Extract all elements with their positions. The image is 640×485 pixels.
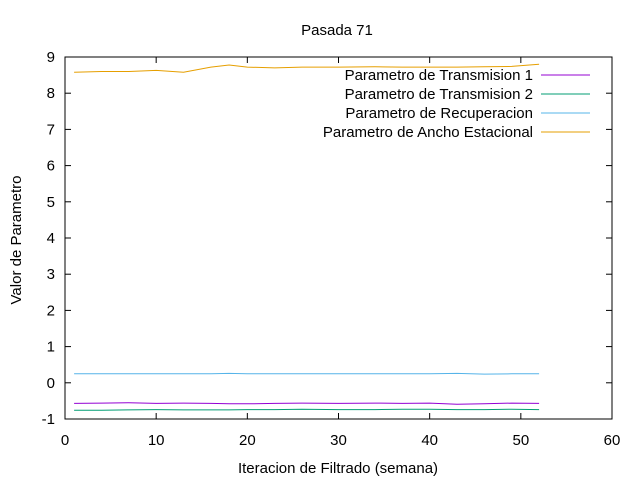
y-tick-label: 4	[47, 230, 55, 247]
y-axis-label: Valor de Parametro	[8, 176, 25, 305]
series-line-3	[74, 372, 540, 375]
series-line-4	[74, 63, 540, 73]
y-tick-label: 8	[47, 85, 55, 102]
x-tick-label: 10	[148, 432, 165, 449]
legend-label-1: Parametro de Transmision 1	[345, 67, 533, 84]
series-line-1	[74, 402, 540, 405]
x-tick-label: 50	[512, 432, 529, 449]
x-tick-label: 60	[604, 432, 621, 449]
x-axis-label: Iteracion de Filtrado (semana)	[238, 460, 438, 477]
legend-label-2: Parametro de Transmision 2	[345, 86, 533, 103]
y-tick-label: 0	[47, 375, 55, 392]
legend-label-3: Parametro de Recuperacion	[345, 105, 533, 122]
y-tick-label: 5	[47, 194, 55, 211]
chart-title: Pasada 71	[301, 22, 373, 39]
y-tick-label: 1	[47, 339, 55, 356]
x-tick-label: 0	[61, 432, 69, 449]
plot-frame	[64, 56, 613, 420]
y-tick-label: 6	[47, 158, 55, 175]
y-tick-label: 2	[47, 302, 55, 319]
series-line-2	[74, 408, 540, 411]
x-tick-label: 20	[239, 432, 256, 449]
y-tick-label: 7	[47, 121, 55, 138]
y-tick-label: 9	[47, 49, 55, 66]
legend-label-4: Parametro de Ancho Estacional	[323, 124, 533, 141]
y-tick-label: -1	[42, 411, 55, 428]
x-tick-label: 40	[421, 432, 438, 449]
x-tick-label: 30	[330, 432, 347, 449]
y-tick-label: 3	[47, 266, 55, 283]
